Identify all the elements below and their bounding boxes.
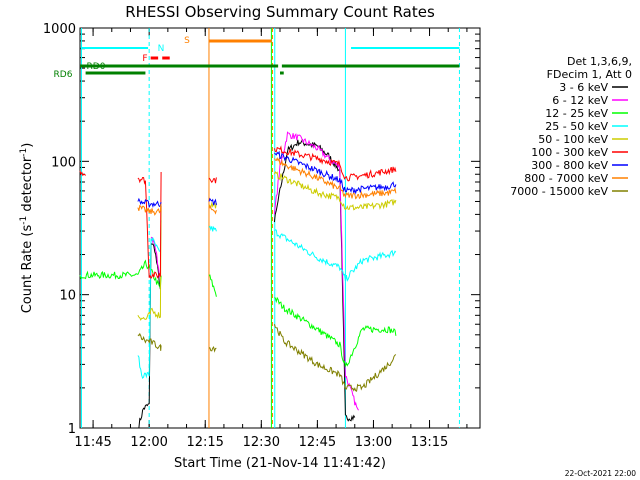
series-line <box>274 150 397 195</box>
y-axis-label-sup1: -1 <box>19 216 29 225</box>
series-line <box>137 220 162 380</box>
series-line <box>208 346 217 353</box>
y-tick-label: 1000 <box>43 22 76 37</box>
y-axis-label-end: ) <box>20 143 35 148</box>
x-tick-label: 12:00 <box>130 435 167 450</box>
series-line <box>273 170 397 211</box>
legend-label: 100 - 300 keV <box>531 146 608 159</box>
x-tick-label: 12:45 <box>299 435 336 450</box>
chart-title: RHESSI Observing Summary Count Rates <box>125 3 435 21</box>
y-axis-ticks: 1 10 100 1000 <box>43 22 480 437</box>
series-line <box>208 204 217 215</box>
series-line <box>137 171 162 280</box>
y-axis-label: Count Rate (s-1 detector-1) <box>19 143 35 314</box>
series-line <box>273 145 397 182</box>
state-bars: N F S RD0 RD6 <box>54 36 460 80</box>
state-bar-label: RD6 <box>54 70 73 80</box>
date-stamp: 22-Oct-2021 22:00 <box>565 469 636 478</box>
legend-label: 800 - 7000 keV <box>524 172 608 185</box>
y-tick-label: 100 <box>51 155 76 170</box>
series-line <box>137 242 161 429</box>
state-bar-label: N <box>158 44 165 54</box>
series-line <box>208 197 217 206</box>
y-tick-label: 10 <box>59 289 76 304</box>
series-line <box>137 205 162 321</box>
legend-label: 6 - 12 keV <box>552 94 608 107</box>
legend: Det 1,3,6,9, FDecim 1, Att 0 3 - 6 keV6 … <box>510 55 632 198</box>
y-axis-label-start: Count Rate (s <box>20 225 35 314</box>
legend-label: 300 - 800 keV <box>531 159 608 172</box>
legend-header-line-1: Det 1,3,6,9, <box>567 55 632 68</box>
series-line <box>273 324 397 392</box>
legend-label: 25 - 50 keV <box>545 120 608 133</box>
legend-label: 12 - 25 keV <box>545 107 608 120</box>
y-axis-label-mid: detector <box>20 156 35 216</box>
x-tick-label: 13:00 <box>355 435 392 450</box>
series-line <box>137 197 162 209</box>
x-axis-ticks: 11:45 12:00 12:15 12:30 12:45 13:00 13:15 <box>74 28 468 450</box>
event-marker-lines <box>80 28 460 428</box>
series-line <box>273 131 359 411</box>
series-line <box>137 332 162 351</box>
series-group <box>79 131 397 429</box>
legend-header-line-2: FDecim 1, Att 0 <box>547 68 632 81</box>
series-line <box>273 156 397 200</box>
legend-label: 3 - 6 keV <box>559 81 608 94</box>
series-line <box>273 229 397 282</box>
x-tick-label: 12:15 <box>186 435 223 450</box>
series-line <box>208 177 217 184</box>
x-tick-label: 12:30 <box>243 435 280 450</box>
x-tick-label: 11:45 <box>74 435 111 450</box>
series-line <box>150 236 161 278</box>
y-axis-label-sup2: -1 <box>19 148 29 157</box>
legend-label: 50 - 100 keV <box>538 133 608 146</box>
series-line <box>137 203 162 216</box>
series-line <box>208 274 217 297</box>
state-bar-label: S <box>184 36 190 46</box>
y-tick-label: 1 <box>68 422 76 437</box>
legend-label: 7000 - 15000 keV <box>510 185 608 198</box>
state-bar-label: RD0 <box>87 62 106 72</box>
x-axis-label: Start Time (21-Nov-14 11:41:42) <box>174 456 386 471</box>
series-line <box>208 225 217 232</box>
series-line <box>274 296 397 368</box>
state-bar-label: F <box>142 54 147 64</box>
x-tick-label: 13:15 <box>411 435 448 450</box>
series-line <box>79 170 86 177</box>
